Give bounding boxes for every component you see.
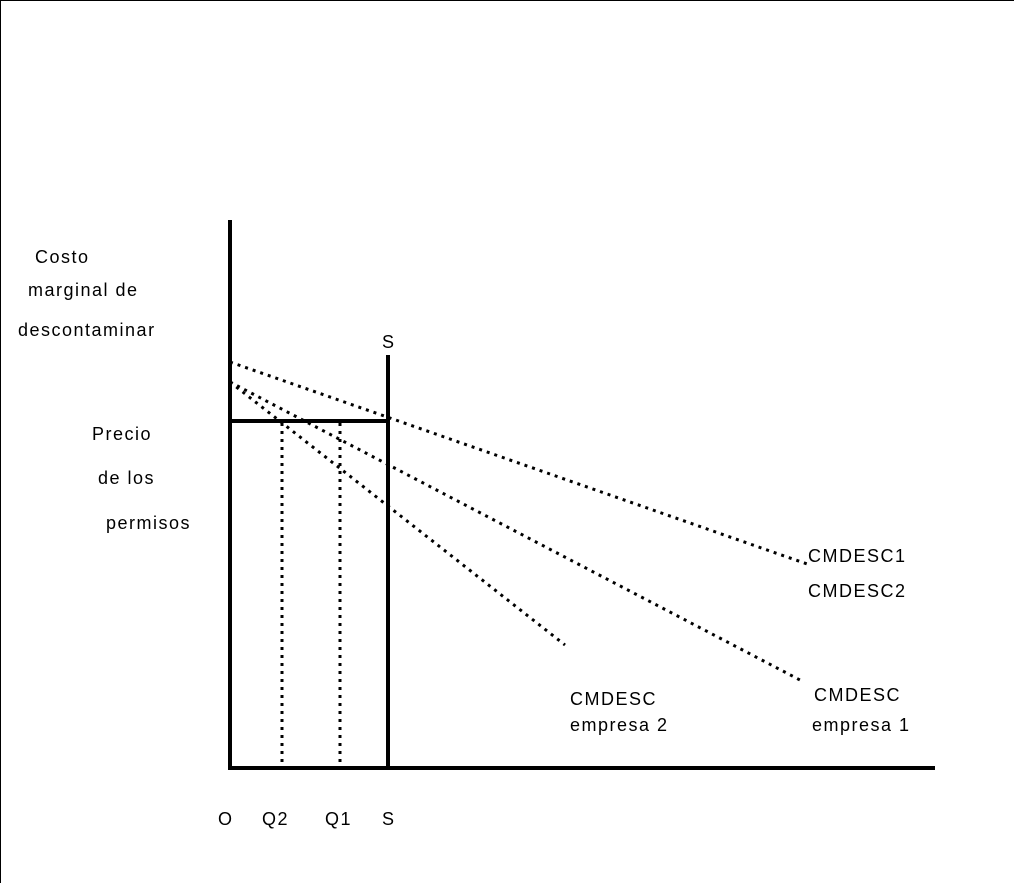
curve-cmdesc-empresa-1 — [229, 380, 801, 682]
x-tick-q2: Q2 — [262, 809, 289, 829]
label-cmdesc1: CMDESC1 — [808, 546, 907, 566]
label-firm1-line-2: empresa 1 — [812, 715, 911, 735]
y-axis-label-line-1: Costo — [35, 247, 90, 267]
price-label-line-2: de los — [98, 468, 155, 488]
price-label-line-1: Precio — [92, 424, 152, 444]
supply-label-top: S — [382, 332, 394, 352]
label-firm1-line-1: CMDESC — [814, 685, 901, 705]
label-cmdesc2: CMDESC2 — [808, 581, 907, 601]
price-label-line-3: permisos — [106, 513, 191, 533]
curve-cmdesc-empresa-2 — [229, 380, 566, 647]
x-tick-s: S — [382, 809, 394, 829]
curve-cmdesc-combined — [229, 360, 811, 567]
x-tick-q1: Q1 — [325, 809, 352, 829]
label-firm2-line-2: empresa 2 — [570, 715, 669, 735]
label-firm2-line-1: CMDESC — [570, 689, 657, 709]
y-axis-label-line-3: descontaminar — [18, 320, 156, 340]
x-tick-origin: O — [218, 809, 232, 829]
y-axis-label-line-2: marginal de — [28, 280, 139, 300]
